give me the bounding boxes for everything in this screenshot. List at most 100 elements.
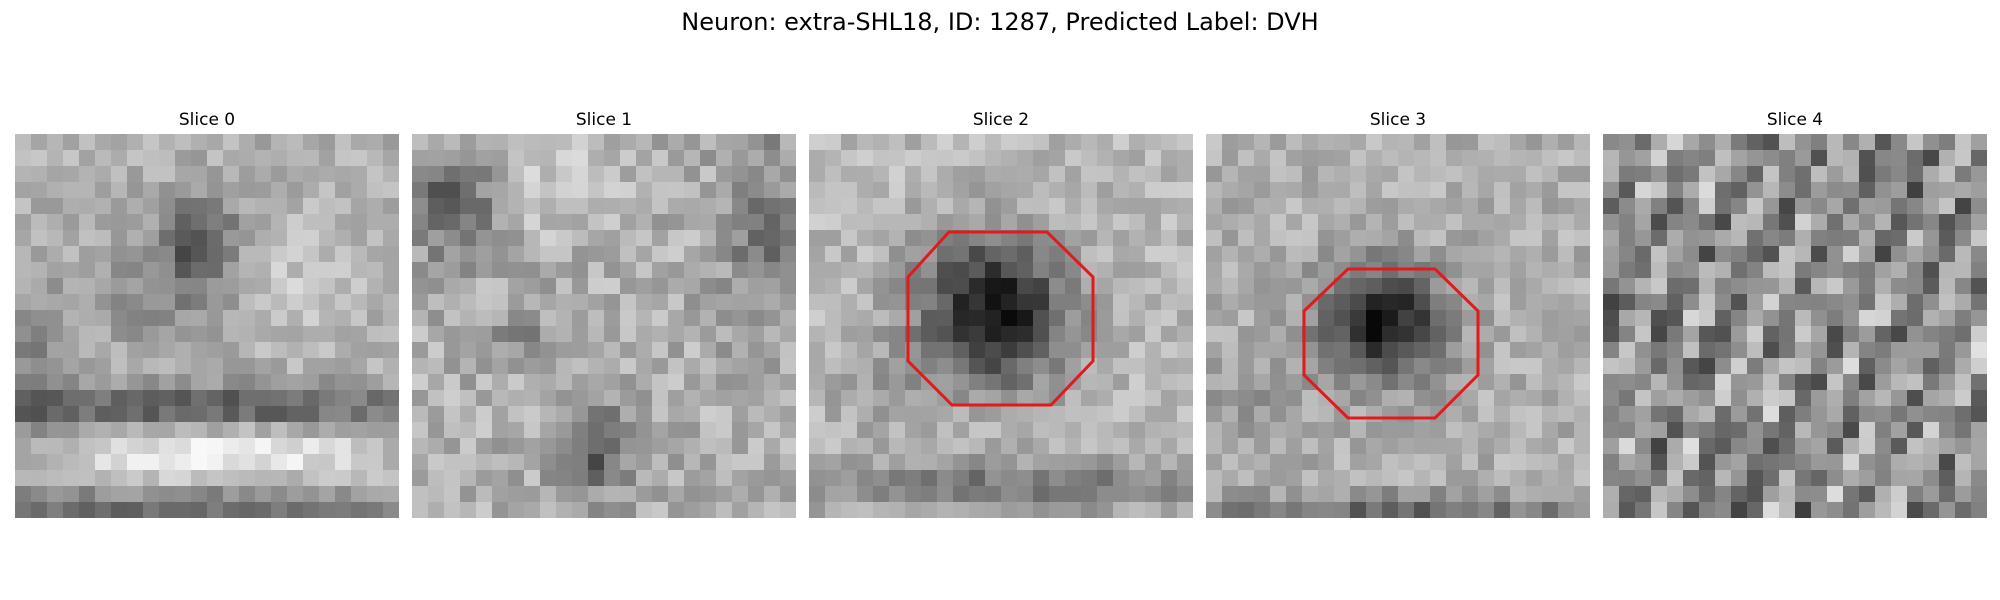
pixel (1907, 150, 1924, 167)
pixel (1510, 182, 1527, 199)
pixel (1286, 166, 1303, 183)
pixel (732, 294, 749, 311)
pixel (223, 342, 240, 359)
pixel (748, 406, 765, 423)
pixel (700, 198, 717, 215)
pixel (652, 294, 669, 311)
pixel (1350, 230, 1367, 247)
pixel (1651, 310, 1668, 327)
pixel (1145, 262, 1162, 279)
pixel (79, 166, 96, 183)
pixel (1065, 198, 1082, 215)
pixel (572, 358, 589, 375)
pixel (31, 246, 48, 263)
pixel (1795, 438, 1812, 455)
pixel (1302, 278, 1319, 295)
pixel (873, 150, 890, 167)
pixel (1414, 166, 1431, 183)
pixel (985, 390, 1002, 407)
pixel (524, 310, 541, 327)
pixel (1731, 454, 1748, 471)
pixel (1017, 294, 1034, 311)
pixel (1446, 406, 1463, 423)
pixel (1971, 454, 1987, 471)
pixel (1923, 470, 1940, 487)
pixel (636, 150, 653, 167)
pixel (1238, 342, 1255, 359)
pixel (31, 374, 48, 391)
pixel (1843, 310, 1860, 327)
pixel (1651, 134, 1668, 151)
pixel (1430, 486, 1447, 503)
pixel (1081, 422, 1098, 439)
pixel (1875, 422, 1892, 439)
pixel (524, 502, 541, 518)
pixel (857, 134, 874, 151)
pixel (809, 230, 826, 247)
pixel (207, 454, 224, 471)
pixel (428, 406, 445, 423)
pixel (1161, 262, 1178, 279)
pixel (780, 502, 796, 518)
pixel (335, 438, 352, 455)
pixel (937, 358, 954, 375)
pixel (1651, 438, 1668, 455)
pixel (937, 422, 954, 439)
pixel (1510, 342, 1527, 359)
pixel (1891, 374, 1908, 391)
pixel (1574, 294, 1590, 311)
pixel (1747, 198, 1764, 215)
pixel (588, 470, 605, 487)
pixel (1161, 422, 1178, 439)
pixel (47, 486, 64, 503)
pixel (1542, 310, 1559, 327)
pixel (1366, 182, 1383, 199)
pixel (1635, 470, 1652, 487)
pixel (492, 502, 509, 518)
pixel (652, 486, 669, 503)
pixel (1206, 214, 1223, 231)
pixel (31, 134, 48, 151)
pixel (1238, 390, 1255, 407)
pixel (15, 406, 32, 423)
pixel (271, 358, 288, 375)
pixel (271, 502, 288, 518)
pixel (303, 374, 320, 391)
pixel (1113, 374, 1130, 391)
pixel (1891, 182, 1908, 199)
pixel (620, 326, 637, 343)
pixel (428, 438, 445, 455)
pixel (1875, 134, 1892, 151)
pixel (1859, 278, 1876, 295)
pixel (255, 454, 272, 471)
pixel (1510, 406, 1527, 423)
pixel (508, 502, 525, 518)
pixel (556, 422, 573, 439)
pixel (700, 150, 717, 167)
pixel (1366, 374, 1383, 391)
pixel (303, 438, 320, 455)
pixel (95, 470, 112, 487)
pixel (620, 310, 637, 327)
pixel (889, 454, 906, 471)
pixel (857, 150, 874, 167)
pixel (732, 278, 749, 295)
pixel (47, 182, 64, 199)
pixel (1510, 214, 1527, 231)
pixel (223, 278, 240, 295)
pixel (1779, 502, 1796, 518)
pixel (1302, 166, 1319, 183)
pixel (1177, 230, 1193, 247)
pixel (1699, 150, 1716, 167)
pixel (1763, 342, 1780, 359)
pixel (1651, 486, 1668, 503)
pixel (1206, 390, 1223, 407)
pixel (1731, 166, 1748, 183)
pixel (684, 230, 701, 247)
pixel (1619, 374, 1636, 391)
pixel (1430, 214, 1447, 231)
pixel (412, 390, 429, 407)
pixel (1510, 134, 1527, 151)
pixel (1763, 502, 1780, 518)
pixel (1049, 278, 1066, 295)
